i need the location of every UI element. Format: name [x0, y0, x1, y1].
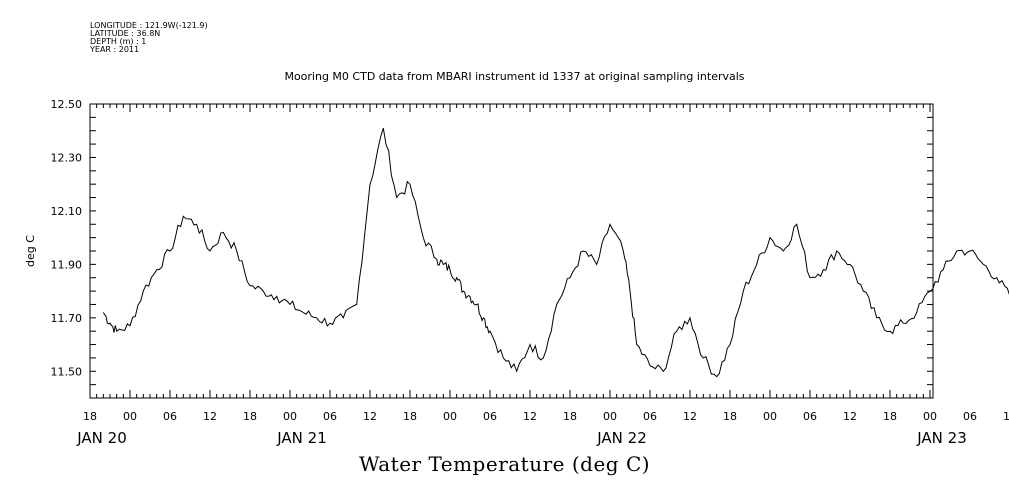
- latitude-label: LATITUDE : 36.8N: [90, 29, 161, 38]
- x-hour-label: 06: [963, 410, 977, 423]
- y-tick-label: 11.90: [51, 258, 83, 271]
- y-tick-label: 12.30: [51, 151, 83, 164]
- x-axis: 18 00 06 12 18 00 06 12 18 00 06 12 18 00 06 12 18 00 06 12…: [76, 104, 1009, 447]
- longitude-label: LONGITUDE : 121.9W(-121.9): [90, 21, 208, 30]
- x-day-label: JAN 21: [276, 429, 327, 447]
- x-hour-label: 06: [803, 410, 817, 423]
- x-hour-label: 00: [283, 410, 297, 423]
- x-hour-label: 06: [323, 410, 337, 423]
- x-hour-label: 00: [603, 410, 617, 423]
- series-line: [102, 127, 1009, 378]
- x-hour-label: 00: [443, 410, 457, 423]
- x-hour-label: 12: [843, 410, 857, 423]
- year-label: YEAR : 2011: [90, 45, 140, 54]
- x-day-label: JAN 20: [76, 429, 127, 447]
- x-day-label: JAN 22: [596, 429, 647, 447]
- depth-label: DEPTH (m) : 1: [90, 37, 147, 46]
- plot-frame: [89, 103, 934, 399]
- x-hour-label: 12: [523, 410, 537, 423]
- x-hour-label: 18: [723, 410, 737, 423]
- y-tick-label: 11.50: [51, 365, 83, 378]
- y-tick-label: 12.50: [51, 98, 83, 111]
- chart-title: Mooring M0 CTD data from MBARI instrumen…: [284, 70, 745, 83]
- x-hour-label: 12: [1003, 410, 1009, 423]
- x-hour-label: 18: [243, 410, 257, 423]
- x-hour-label: 12: [363, 410, 377, 423]
- x-hour-label: 12: [683, 410, 697, 423]
- x-hour-label: 00: [923, 410, 937, 423]
- x-hour-label: 06: [163, 410, 177, 423]
- x-hour-label: 18: [403, 410, 417, 423]
- x-hour-label: 18: [883, 410, 897, 423]
- x-hour-label: 00: [763, 410, 777, 423]
- x-hour-label: 18: [83, 410, 97, 423]
- x-hour-label: 18: [563, 410, 577, 423]
- x-hour-label: 06: [483, 410, 497, 423]
- x-day-label: JAN 23: [916, 429, 967, 447]
- x-hour-label: 00: [123, 410, 137, 423]
- y-tick-label: 12.10: [51, 205, 83, 218]
- y-axis-label: deg C: [24, 235, 37, 267]
- x-axis-title: Water Temperature (deg C): [358, 452, 651, 476]
- y-axis: 12.50 12.30 12.10 11.90 11.70 11.50: [51, 98, 933, 399]
- x-hour-label: 06: [643, 410, 657, 423]
- x-hour-label: 12: [203, 410, 217, 423]
- series-layer: [102, 127, 1009, 378]
- y-tick-label: 11.70: [51, 312, 83, 325]
